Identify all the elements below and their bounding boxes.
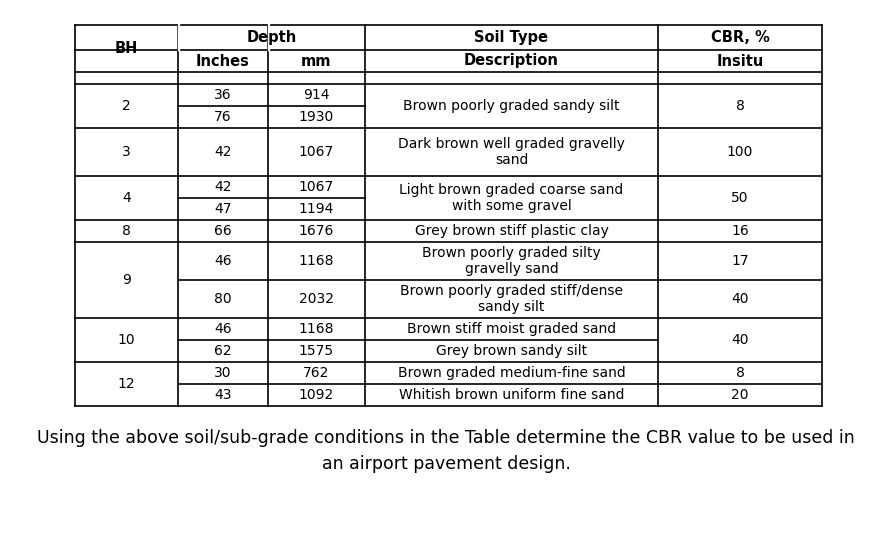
Text: Brown poorly graded stiff/dense
sandy silt: Brown poorly graded stiff/dense sandy si… (400, 284, 623, 314)
Text: Dark brown well graded gravelly
sand: Dark brown well graded gravelly sand (398, 137, 625, 167)
Text: Using the above soil/sub-grade conditions in the Table determine the CBR value t: Using the above soil/sub-grade condition… (38, 429, 855, 447)
Text: Soil Type: Soil Type (474, 30, 548, 45)
Text: Depth: Depth (246, 30, 296, 45)
Text: 8: 8 (736, 99, 745, 113)
Text: 42: 42 (214, 180, 232, 194)
Text: 1930: 1930 (299, 110, 334, 124)
Text: 2032: 2032 (299, 292, 334, 306)
Text: Description: Description (464, 54, 559, 68)
Text: 762: 762 (304, 366, 330, 380)
Text: Light brown graded coarse sand
with some gravel: Light brown graded coarse sand with some… (399, 183, 623, 213)
Text: 1168: 1168 (299, 254, 334, 268)
Text: 1168: 1168 (299, 322, 334, 336)
Text: 66: 66 (214, 224, 232, 238)
Text: 76: 76 (214, 110, 232, 124)
Text: Grey brown sandy silt: Grey brown sandy silt (436, 344, 587, 358)
Text: 40: 40 (731, 292, 748, 306)
Text: 80: 80 (214, 292, 232, 306)
Text: 1092: 1092 (299, 388, 334, 402)
Text: 100: 100 (727, 145, 753, 159)
Text: mm: mm (301, 54, 332, 68)
Text: 1067: 1067 (299, 145, 334, 159)
Text: 10: 10 (118, 333, 136, 347)
Text: 30: 30 (214, 366, 232, 380)
Text: 914: 914 (304, 88, 330, 102)
Text: 1575: 1575 (299, 344, 334, 358)
Text: 8: 8 (122, 224, 131, 238)
Text: 8: 8 (736, 366, 745, 380)
Text: 9: 9 (122, 273, 131, 287)
Text: BH: BH (115, 41, 138, 56)
Text: 40: 40 (731, 333, 748, 347)
Text: Insitu: Insitu (716, 54, 764, 68)
Text: 1067: 1067 (299, 180, 334, 194)
Text: an airport pavement design.: an airport pavement design. (321, 455, 571, 473)
Text: 1676: 1676 (299, 224, 334, 238)
Text: Brown poorly graded sandy silt: Brown poorly graded sandy silt (404, 99, 620, 113)
Text: 2: 2 (122, 99, 131, 113)
Text: 12: 12 (118, 377, 136, 391)
Text: 42: 42 (214, 145, 232, 159)
Text: 3: 3 (122, 145, 131, 159)
Text: 1194: 1194 (299, 202, 334, 216)
Text: 4: 4 (122, 191, 131, 205)
Text: 62: 62 (214, 344, 232, 358)
Text: 36: 36 (214, 88, 232, 102)
Text: 47: 47 (214, 202, 232, 216)
Text: Grey brown stiff plastic clay: Grey brown stiff plastic clay (414, 224, 608, 238)
Text: Whitish brown uniform fine sand: Whitish brown uniform fine sand (399, 388, 624, 402)
Text: Brown stiff moist graded sand: Brown stiff moist graded sand (407, 322, 616, 336)
Text: Brown graded medium-fine sand: Brown graded medium-fine sand (397, 366, 625, 380)
Text: 46: 46 (214, 322, 232, 336)
Text: 20: 20 (731, 388, 748, 402)
Text: 46: 46 (214, 254, 232, 268)
Text: 43: 43 (214, 388, 232, 402)
Text: 16: 16 (731, 224, 749, 238)
Text: 50: 50 (731, 191, 748, 205)
Text: 17: 17 (731, 254, 749, 268)
Text: CBR, %: CBR, % (711, 30, 770, 45)
Text: Inches: Inches (196, 54, 250, 68)
Text: Brown poorly graded silty
gravelly sand: Brown poorly graded silty gravelly sand (422, 246, 601, 276)
